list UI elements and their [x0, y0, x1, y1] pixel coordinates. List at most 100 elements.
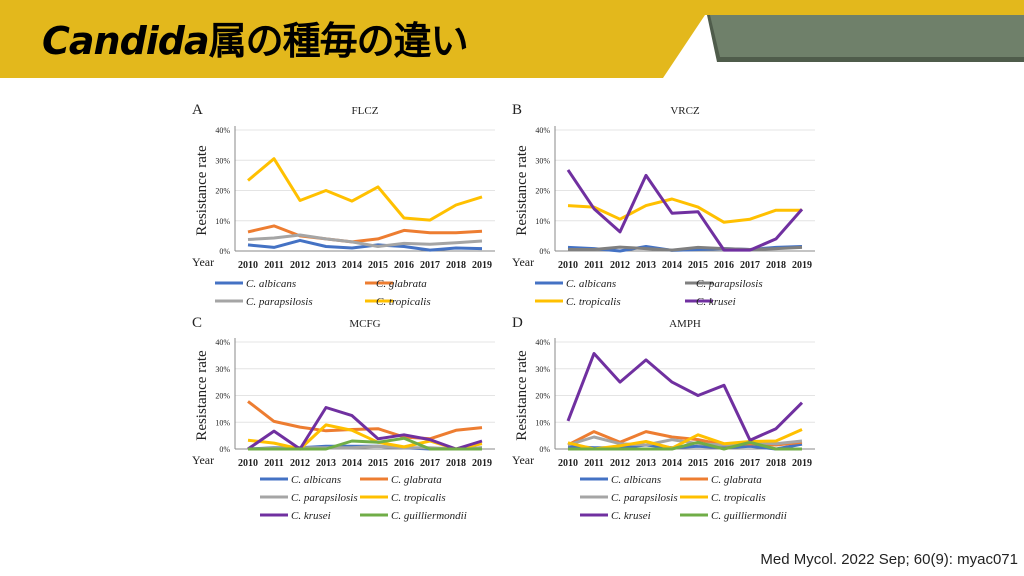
series-line-c-krusei — [566, 352, 804, 442]
panel-letter: D — [512, 315, 523, 331]
y-axis-label: Resistance rate — [514, 145, 530, 236]
x-tick-label: 2016 — [394, 260, 414, 271]
legend-label: C. tropicalis — [566, 296, 621, 308]
y-tick-label: 0% — [219, 247, 230, 256]
x-tick-label: 2018 — [446, 458, 466, 469]
x-tick-label: 2018 — [446, 260, 466, 271]
x-tick-label: 2010 — [558, 458, 578, 469]
x-tick-label: 2019 — [792, 260, 812, 271]
x-axis-label: Year — [512, 453, 534, 467]
series-line-c-albicans — [247, 238, 483, 252]
legend-label: C. guilliermondii — [711, 510, 787, 522]
x-axis-label: Year — [192, 255, 214, 269]
y-tick-label: 30% — [535, 156, 550, 165]
x-tick-label: 2017 — [420, 260, 440, 271]
x-tick-label: 2019 — [792, 458, 812, 469]
chart-svg: A FLCZ Resistance rate 0% 10% 20% 30% 40% Year 20… — [192, 102, 495, 308]
series-line-c-krusei — [247, 406, 483, 451]
y-tick-label: 30% — [215, 365, 230, 374]
x-tick-label: 2013 — [636, 260, 656, 271]
y-tick-label: 20% — [215, 187, 230, 196]
legend-label: C. tropicalis — [376, 296, 431, 308]
x-tick-label: 2014 — [342, 260, 362, 271]
x-tick-label: 2019 — [472, 260, 492, 271]
x-tick-label: 2011 — [264, 260, 283, 271]
series-line-c-tropicalis — [567, 428, 803, 451]
series-line-c-guilliermondii — [248, 436, 482, 451]
series-line-c-tropicalis — [247, 157, 483, 222]
x-tick-label: 2019 — [472, 458, 492, 469]
legend-label: C. krusei — [611, 510, 651, 522]
x-tick-label: 2014 — [342, 458, 362, 469]
x-tick-label: 2015 — [368, 260, 388, 271]
x-tick-label: 2015 — [368, 458, 388, 469]
y-tick-label: 20% — [215, 392, 230, 401]
y-axis-label: Resistance rate — [514, 350, 530, 441]
legend-label: C. parapsilosis — [291, 492, 358, 504]
chart-svg: B VRCZ Resistance rate 0% 10% 20% 30% 40% Year 20… — [512, 102, 815, 308]
x-tick-label: 2018 — [766, 458, 786, 469]
chart-mcfg: C MCFG Resistance rate 0% 10% 20% 30% 40% Year 20… — [190, 315, 510, 530]
banner-yellow — [0, 0, 1024, 78]
y-tick-label: 40% — [535, 338, 550, 347]
y-tick-label: 40% — [535, 126, 550, 135]
x-tick-label: 2013 — [636, 458, 656, 469]
x-tick-label: 2010 — [238, 260, 258, 271]
title-rest: 属の種毎の違い — [208, 19, 469, 63]
x-tick-label: 2010 — [558, 260, 578, 271]
legend-label: C. parapsilosis — [611, 492, 678, 504]
y-tick-label: 10% — [215, 217, 230, 226]
x-tick-label: 2012 — [610, 260, 630, 271]
series-line-c-glabrata — [247, 224, 483, 244]
x-tick-label: 2012 — [610, 458, 630, 469]
y-tick-label: 20% — [535, 187, 550, 196]
chart-vrcz: B VRCZ Resistance rate 0% 10% 20% 30% 40% Year 20… — [510, 100, 830, 315]
slide-title: Candida属の種毎の違い — [42, 10, 469, 65]
y-tick-label: 40% — [215, 338, 230, 347]
y-tick-label: 20% — [535, 392, 550, 401]
y-tick-label: 30% — [535, 365, 550, 374]
legend-label: C. albicans — [246, 278, 296, 290]
x-tick-label: 2017 — [740, 458, 760, 469]
series-line-c-glabrata — [247, 400, 483, 441]
chart-title: AMPH — [669, 318, 701, 330]
x-tick-label: 2011 — [264, 458, 283, 469]
banner-green — [710, 15, 1024, 57]
y-axis-label: Resistance rate — [194, 145, 210, 236]
x-tick-label: 2015 — [688, 260, 708, 271]
chart-title: MCFG — [349, 318, 380, 330]
x-tick-label: 2017 — [420, 458, 440, 469]
chart-flcz: A FLCZ Resistance rate 0% 10% 20% 30% 40% Year 20… — [190, 100, 510, 315]
x-axis-label: Year — [512, 255, 534, 269]
x-tick-label: 2016 — [714, 260, 734, 271]
y-tick-label: 10% — [215, 418, 230, 427]
legend-label: C. albicans — [611, 474, 661, 486]
panel-letter: B — [512, 102, 522, 118]
x-axis-label: Year — [192, 453, 214, 467]
series-line-c-parapsilosis — [568, 245, 803, 252]
x-tick-label: 2014 — [662, 260, 682, 271]
legend-label: C. krusei — [696, 296, 736, 308]
legend-label: C. guilliermondii — [391, 510, 467, 522]
y-axis-label: Resistance rate — [194, 350, 210, 441]
y-tick-label: 10% — [535, 217, 550, 226]
panel-letter: A — [192, 102, 203, 118]
chart-title: FLCZ — [352, 105, 379, 117]
chart-amph: D AMPH Resistance rate 0% 10% 20% 30% 40% Year 20… — [510, 315, 830, 530]
x-tick-label: 2016 — [394, 458, 414, 469]
legend-label: C. parapsilosis — [696, 278, 763, 290]
series-line-c-tropicalis — [567, 197, 802, 224]
legend-label: C. krusei — [291, 510, 331, 522]
y-tick-label: 30% — [215, 156, 230, 165]
y-tick-label: 0% — [539, 445, 550, 454]
x-tick-label: 2015 — [688, 458, 708, 469]
series-line-c-krusei — [566, 169, 804, 252]
x-tick-label: 2013 — [316, 260, 336, 271]
x-tick-label: 2011 — [584, 260, 603, 271]
title-banner — [0, 0, 1024, 78]
x-tick-label: 2014 — [662, 458, 682, 469]
x-tick-label: 2011 — [584, 458, 603, 469]
y-tick-label: 40% — [215, 126, 230, 135]
chart-svg: C MCFG Resistance rate 0% 10% 20% 30% 40% Year 20… — [192, 315, 495, 522]
chart-svg: D AMPH Resistance rate 0% 10% 20% 30% 40% Year 20… — [512, 315, 815, 522]
